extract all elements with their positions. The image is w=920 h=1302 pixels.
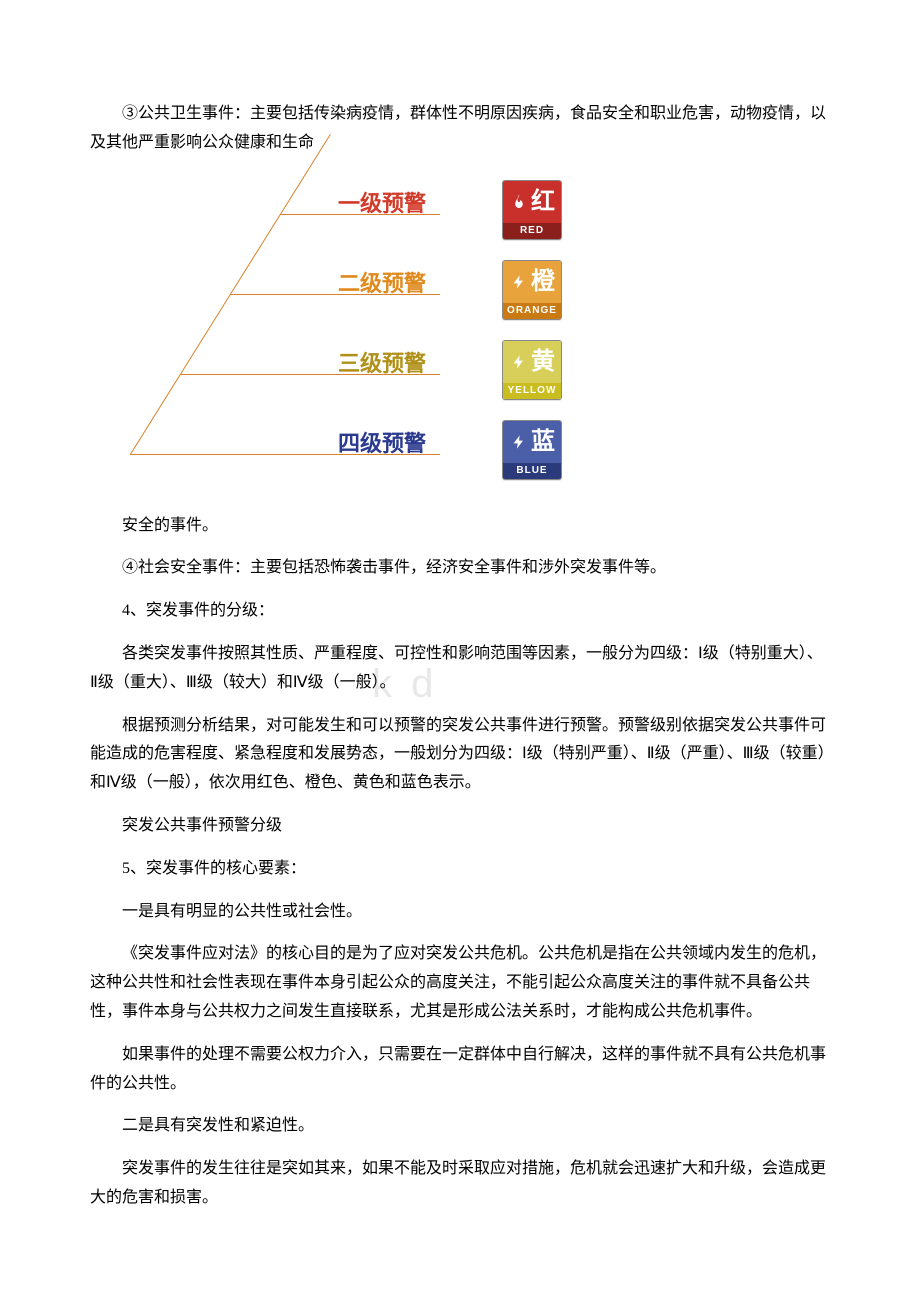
warning-color-badge: 橙ORANGE [502,260,562,320]
paragraph: 如果事件的处理不需要公权力介入，只需要在一定群体中自行解决，这样的事件就不具有公… [90,1041,830,1099]
badge-en-label: RED [503,223,561,239]
paragraph: ③公共卫生事件：主要包括传染病疫情，群体性不明原因疾病，食品安全和职业危害，动物… [90,100,830,158]
pyramid-slant-line [180,294,231,375]
warning-level-pyramid-diagram: 一级预警二级预警三级预警四级预警 红RED 橙ORANGE 黄YELLOW 蓝BLUE [90,172,830,502]
paragraph: 根据预测分析结果，对可能发生和可以预警的突发公共事件进行预警。预警级别依据突发公… [90,712,830,798]
paragraph: 5、突发事件的核心要素： [90,855,830,884]
paragraph: 安全的事件。 [90,512,830,541]
badge-cn-label: 蓝 [531,420,555,463]
pyramid-level-label: 二级预警 [338,264,426,304]
paragraph: ④社会安全事件：主要包括恐怖袭击事件，经济安全事件和涉外突发事件等。 [90,554,830,583]
lightning-bolt-icon [509,432,529,452]
paragraph: 一是具有明显的公共性或社会性。 [90,898,830,927]
paragraph: 《突发事件应对法》的核心目的是为了应对突发公共危机。公共危机是指在公共领域内发生… [90,940,830,1026]
document-page: ③公共卫生事件：主要包括传染病疫情，群体性不明原因疾病，食品安全和职业危害，动物… [0,0,920,1287]
pyramid-level-label: 一级预警 [338,184,426,224]
badge-cn-label: 橙 [531,260,555,303]
warning-color-badge: 红RED [502,180,562,240]
warning-color-badge: 蓝BLUE [502,420,562,480]
badge-en-label: ORANGE [503,303,561,319]
lightning-bolt-icon [509,272,529,292]
flame-icon [509,192,529,212]
lightning-bolt-icon [509,352,529,372]
warning-color-badge: 黄YELLOW [502,340,562,400]
pyramid-level-label: 三级预警 [338,344,426,384]
badge-en-label: BLUE [503,463,561,479]
pyramid-level-label: 四级预警 [338,424,426,464]
badge-cn-label: 黄 [531,340,555,383]
paragraph: 二是具有突发性和紧迫性。 [90,1112,830,1141]
paragraph: 突发事件的发生往往是突如其来，如果不能及时采取应对措施，危机就会迅速扩大和升级，… [90,1155,830,1213]
badge-cn-label: 红 [531,180,555,223]
paragraph: k d 各类突发事件按照其性质、严重程度、可控性和影响范围等因素，一般分为四级：… [90,640,830,698]
badge-en-label: YELLOW [503,383,561,399]
pyramid-slant-line [130,374,181,455]
paragraph: 4、突发事件的分级： [90,597,830,626]
pyramid-slant-line [230,214,281,295]
paragraph: 突发公共事件预警分级 [90,812,830,841]
